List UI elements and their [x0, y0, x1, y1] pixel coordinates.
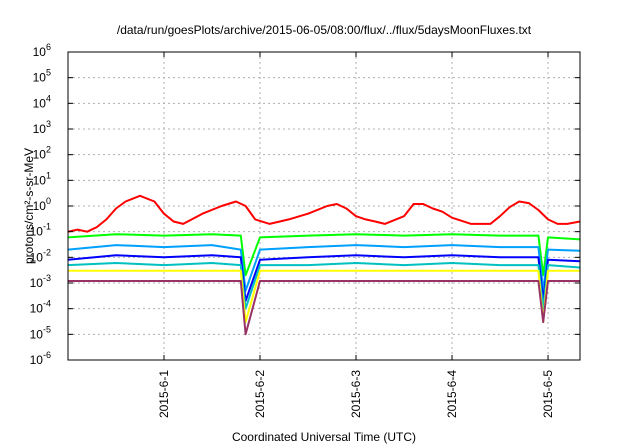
y-tick-label: 106	[33, 42, 51, 59]
y-tick-label: 10-6	[30, 350, 51, 367]
y-tick-label: 10-2	[30, 247, 51, 264]
x-tick-label: 2015-6-2	[253, 370, 267, 418]
x-tick-label: 2015-6-5	[541, 370, 555, 418]
y-tick-label: 10-3	[30, 273, 51, 290]
series-line-2	[67, 244, 581, 292]
x-tick-label: 2015-6-4	[445, 370, 459, 418]
x-tick-label: 2015-6-3	[349, 370, 363, 418]
y-axis-title: protons/cm²-s-sr-MeV	[22, 148, 36, 264]
grid	[68, 52, 580, 360]
series-line-6	[68, 280, 580, 336]
series-line-5	[68, 269, 580, 324]
series-layer	[67, 194, 581, 336]
y-tick-label: 102	[33, 145, 51, 162]
y-tick-label: 100	[33, 196, 51, 213]
y-axis: 10-6 10-5 10-4 10-3 10-2 10-1 100 101 102 103 104 1…	[30, 42, 580, 367]
x-tick-label: 2015-6-1	[157, 370, 171, 418]
chart-title: /data/run/goesPlots/archive/2015-06-05/0…	[117, 23, 532, 37]
x-axis: 2015-6-1 2015-6-2 2015-6-3 2015-6-4 2015-6-5	[157, 52, 555, 418]
y-tick-label: 101	[33, 170, 51, 187]
y-tick-label: 10-4	[30, 299, 51, 316]
y-tick-label: 103	[33, 119, 51, 136]
y-tick-label: 10-5	[30, 324, 51, 341]
y-tick-label: 10-1	[30, 222, 51, 239]
series-line-0	[67, 194, 581, 233]
series-line-3	[67, 254, 581, 302]
y-tick-label: 105	[33, 68, 51, 85]
series-line-1	[67, 233, 581, 277]
y-tick-label: 104	[33, 93, 51, 110]
x-axis-title: Coordinated Universal Time (UTC)	[232, 430, 416, 444]
